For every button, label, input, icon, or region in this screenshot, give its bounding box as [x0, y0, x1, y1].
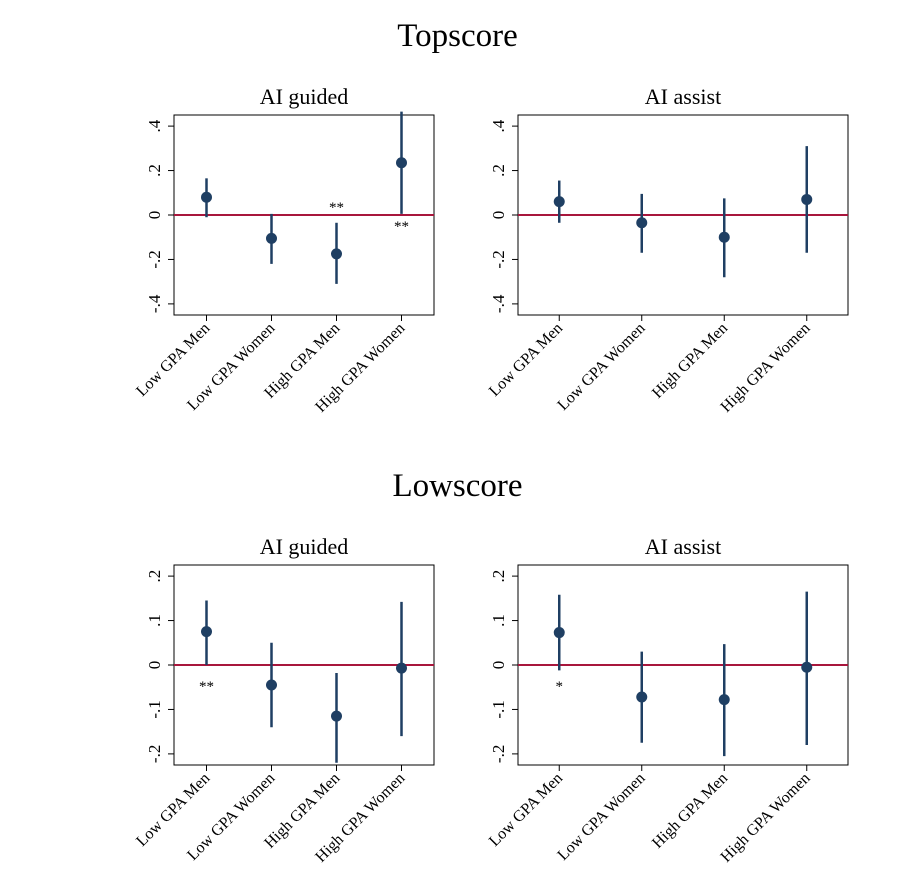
point-low-gpa-men: [201, 626, 212, 638]
point-low-gpa-men: [201, 191, 212, 203]
y-tick-label: .4: [145, 119, 164, 132]
x-tick-label-high-gpa-men: High GPA Men: [649, 770, 731, 852]
y-tick-label: .2: [145, 570, 164, 583]
significance-marker: **: [329, 200, 344, 216]
y-tick-label: .1: [145, 614, 164, 627]
point-high-gpa-women: [396, 157, 407, 169]
y-tick-label: 0: [489, 211, 508, 220]
point-high-gpa-men: [718, 231, 730, 243]
section-title-lowscore: Lowscore: [392, 468, 523, 504]
chart-title: AI guided: [260, 84, 349, 109]
y-tick-label: .1: [489, 614, 508, 627]
y-tick-label: .2: [489, 570, 508, 583]
x-tick-label-low-gpa-men: Low GPA Men: [486, 320, 566, 400]
point-low-gpa-women: [636, 217, 648, 229]
point-high-gpa-women: [801, 193, 813, 205]
significance-marker: **: [199, 679, 214, 695]
y-tick-label: 0: [145, 211, 164, 220]
y-tick-label: -.2: [489, 745, 508, 763]
y-tick-label: -.2: [145, 745, 164, 763]
chart-title: AI assist: [645, 534, 721, 559]
y-tick-label: 0: [145, 661, 164, 670]
y-tick-label: -.4: [145, 294, 164, 313]
x-tick-label-high-gpa-women: High GPA Women: [718, 320, 814, 416]
y-tick-label: .2: [145, 164, 164, 177]
point-low-gpa-women: [266, 679, 277, 691]
y-tick-label: .4: [489, 119, 508, 132]
y-tick-label: .2: [489, 164, 508, 177]
point-low-gpa-women: [266, 232, 277, 244]
point-high-gpa-women: [396, 662, 407, 674]
point-high-gpa-men: [331, 710, 342, 722]
significance-marker: **: [394, 219, 409, 235]
x-tick-label-low-gpa-women: Low GPA Women: [554, 770, 648, 864]
point-high-gpa-men: [331, 248, 342, 260]
x-tick-label-high-gpa-women: High GPA Women: [718, 770, 814, 866]
point-high-gpa-men: [718, 694, 730, 706]
y-tick-label: -.1: [489, 700, 508, 718]
chart-title: AI assist: [645, 84, 721, 109]
x-tick-label-low-gpa-men: Low GPA Men: [486, 770, 566, 850]
y-tick-label: -.2: [489, 250, 508, 268]
y-tick-label: -.1: [145, 700, 164, 718]
section-title-topscore: Topscore: [397, 18, 518, 54]
y-tick-label: -.2: [145, 250, 164, 268]
x-tick-label-high-gpa-men: High GPA Men: [649, 320, 731, 402]
y-tick-label: 0: [489, 661, 508, 670]
point-low-gpa-men: [553, 627, 565, 639]
point-low-gpa-men: [553, 196, 565, 208]
y-tick-label: -.4: [489, 294, 508, 313]
significance-marker: *: [556, 679, 564, 695]
point-high-gpa-women: [801, 661, 813, 673]
chart-title: AI guided: [260, 534, 349, 559]
x-tick-label-low-gpa-women: Low GPA Women: [554, 320, 648, 414]
point-low-gpa-women: [636, 691, 648, 703]
